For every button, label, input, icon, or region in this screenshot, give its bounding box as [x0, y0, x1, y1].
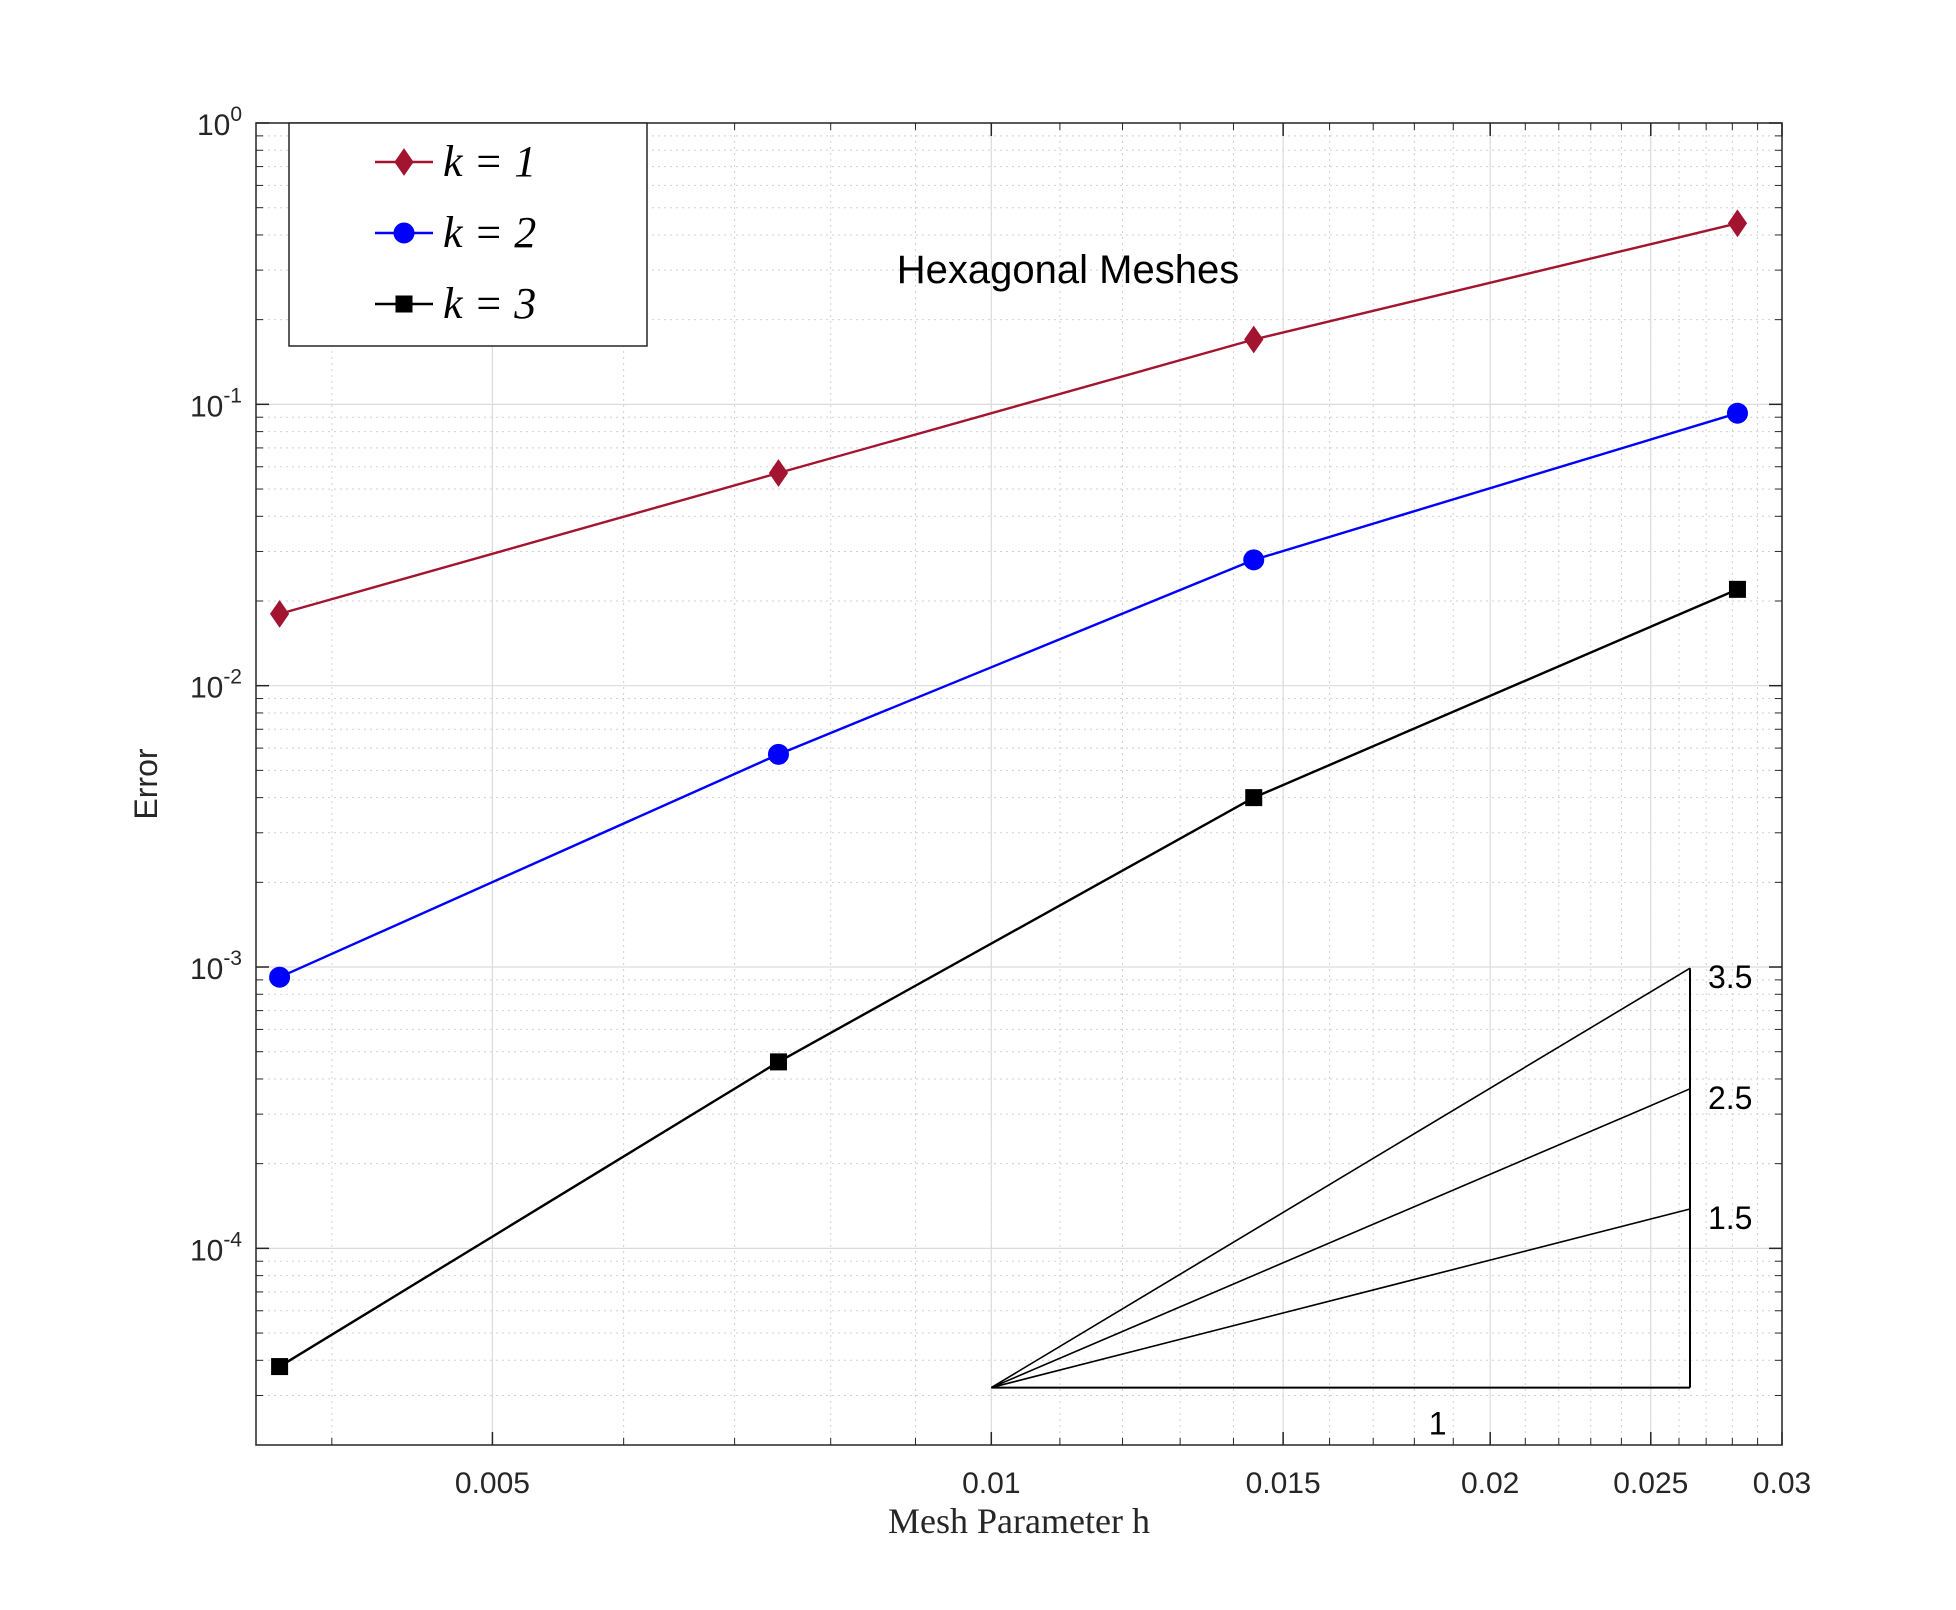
data-point: [1727, 209, 1748, 238]
y-axis-label: Error: [128, 748, 164, 819]
legend-entry-1: k = 1: [375, 137, 536, 186]
series-line: [279, 222, 1738, 616]
series-line: [279, 412, 1738, 979]
chart-title: Hexagonal Meshes: [897, 248, 1239, 292]
x-axis-label: Mesh Parameter h: [888, 1501, 1150, 1541]
slope-line: [990, 967, 1691, 1389]
slope-line: [990, 1088, 1691, 1389]
data-point: [1245, 789, 1263, 807]
data-point: [1726, 402, 1748, 424]
y-tick-label: 10-1: [190, 384, 242, 423]
slope-run-label: 1: [1429, 1406, 1447, 1442]
data-point: [768, 459, 789, 487]
y-tick-label: 10-3: [190, 947, 242, 986]
y-tick-label: 10-2: [190, 666, 242, 705]
series-3: [271, 580, 1746, 1376]
series-2: [269, 402, 1748, 988]
data-point: [1244, 325, 1264, 354]
axes-box: [255, 122, 1783, 1446]
y-tick-labels: 10-4 10-3 10-2 10-1 100: [190, 103, 242, 1267]
y-tick-label: 100: [197, 103, 242, 142]
legend-marker: [394, 148, 414, 176]
slope-label: 3.5: [1708, 959, 1752, 995]
data-point: [269, 599, 290, 628]
data-point: [767, 743, 789, 765]
axis-ticks: [256, 122, 1783, 1446]
x-tick-labels: 0.005 0.01 0.015 0.02 0.025 0.03: [455, 1467, 1811, 1500]
legend-label: k = 2: [443, 208, 536, 257]
series-line: [278, 588, 1738, 1368]
legend-marker: [393, 222, 415, 244]
slope-label: 1.5: [1708, 1200, 1752, 1236]
legend: k = 1 k = 2 k = 3: [288, 122, 648, 347]
x-tick-label: 0.03: [1753, 1467, 1811, 1500]
x-tick-label: 0.025: [1613, 1467, 1688, 1500]
x-tick-label: 0.01: [962, 1467, 1020, 1500]
series-1: [269, 209, 1748, 628]
x-tick-label: 0.02: [1461, 1467, 1519, 1500]
slope-label: 2.5: [1708, 1080, 1752, 1116]
series-group: [269, 209, 1748, 1376]
data-point: [1243, 549, 1265, 571]
legend-marker: [395, 295, 413, 313]
legend-entry-2: k = 2: [375, 208, 536, 257]
data-point: [271, 1358, 289, 1376]
data-point: [269, 966, 291, 988]
slope-line: [991, 1208, 1691, 1389]
legend-label: k = 1: [443, 137, 536, 186]
data-point: [769, 1053, 787, 1071]
x-tick-label: 0.015: [1246, 1467, 1321, 1500]
x-tick-label: 0.005: [455, 1467, 530, 1500]
legend-entry-3: k = 3: [375, 279, 536, 328]
y-tick-label: 10-4: [190, 1228, 242, 1267]
data-point: [1728, 580, 1746, 598]
slope-triangle: 3.5 2.5 1.5 1: [990, 959, 1752, 1442]
legend-label: k = 3: [443, 279, 536, 328]
legend-box: [288, 122, 648, 347]
